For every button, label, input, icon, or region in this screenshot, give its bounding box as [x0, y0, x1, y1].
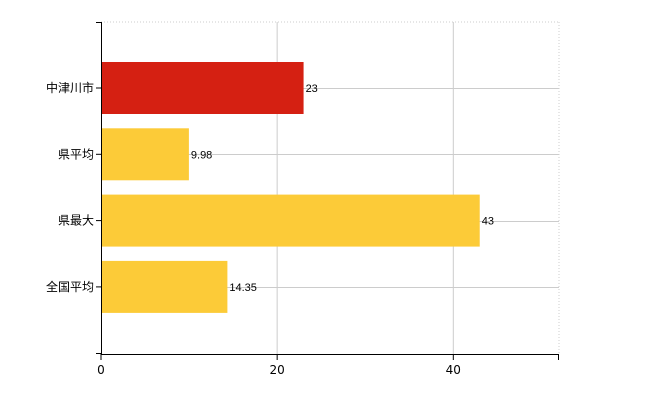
category-label: 全国平均	[46, 279, 94, 294]
axes	[96, 22, 559, 360]
category-label: 県最大	[58, 214, 94, 228]
category-label: 県平均	[58, 147, 94, 161]
bars	[101, 62, 480, 313]
bar	[101, 194, 480, 247]
labels: 23 中津川市 9.98 県平均 43 県最大 14.35 全国平均 0 20 40	[46, 80, 494, 377]
data-label: 23	[306, 83, 318, 95]
bar	[101, 260, 228, 313]
data-label: 14.35	[229, 282, 257, 294]
x-tick-label: 0	[97, 363, 105, 377]
x-tick-label: 40	[446, 363, 461, 377]
data-label: 9.98	[191, 149, 212, 161]
bar	[101, 128, 189, 181]
category-label: 中津川市	[46, 80, 94, 95]
data-label: 43	[482, 216, 494, 228]
x-tick-label: 20	[270, 363, 285, 377]
bar	[101, 62, 304, 114]
